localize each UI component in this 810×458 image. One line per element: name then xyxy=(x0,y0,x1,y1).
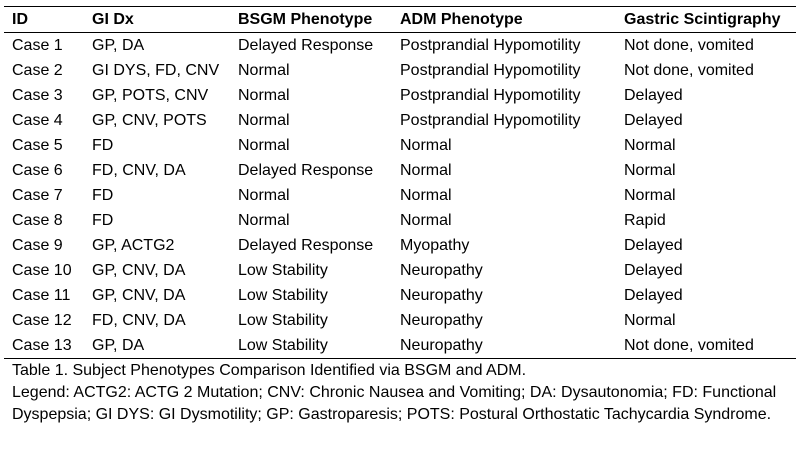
header-adm-phenotype: ADM Phenotype xyxy=(400,11,523,28)
cell-bsgm-phenotype: Normal xyxy=(238,187,290,204)
cell-bsgm-phenotype: Low Stability xyxy=(238,312,328,329)
cell-id: Case 13 xyxy=(12,337,72,354)
caption-title: Table 1. Subject Phenotypes Comparison I… xyxy=(12,362,527,379)
table-row: Case 6 FD, CNV, DA Delayed Response Normal N… xyxy=(4,158,796,183)
table-row: Case 8 FD Normal Normal Rapid xyxy=(4,208,796,233)
cell-gastric-scintigraphy: Normal xyxy=(624,187,676,204)
cell-adm-phenotype: Normal xyxy=(400,212,452,229)
cell-bsgm-phenotype: Normal xyxy=(238,112,290,129)
cell-id: Case 11 xyxy=(12,287,71,304)
cell-id: Case 1 xyxy=(12,37,63,54)
cell-gi-dx: GP, DA xyxy=(92,37,145,54)
caption-legend: Legend: ACTG2: ACTG 2 Mutation; CNV: Chr… xyxy=(12,384,777,423)
cell-gi-dx: GP, CNV, DA xyxy=(92,262,186,279)
cell-id: Case 5 xyxy=(12,137,63,154)
table-row: Case 4 GP, CNV, POTS Normal Postprandial Hy… xyxy=(4,108,796,133)
cell-bsgm-phenotype: Delayed Response xyxy=(238,162,374,179)
table-row: Case 2 GI DYS, FD, CNV Normal Postprandial … xyxy=(4,58,796,83)
table-row: Case 5 FD Normal Normal Normal xyxy=(4,133,796,158)
cell-adm-phenotype: Normal xyxy=(400,162,452,179)
cell-adm-phenotype: Neuropathy xyxy=(400,337,483,354)
cell-bsgm-phenotype: Low Stability xyxy=(238,337,328,354)
cell-gi-dx: FD xyxy=(92,137,114,154)
cell-id: Case 7 xyxy=(12,187,63,204)
cell-bsgm-phenotype: Delayed Response xyxy=(238,237,374,254)
cell-gi-dx: GP, DA xyxy=(92,337,145,354)
cell-adm-phenotype: Postprandial Hypomotility xyxy=(400,37,581,54)
cell-gastric-scintigraphy: Delayed xyxy=(624,87,683,104)
cell-gastric-scintigraphy: Not done, vomited xyxy=(624,37,754,54)
cell-gastric-scintigraphy: Normal xyxy=(624,137,676,154)
cell-gastric-scintigraphy: Delayed xyxy=(624,112,683,129)
cell-gi-dx: GP, CNV, DA xyxy=(92,287,186,304)
cell-adm-phenotype: Neuropathy xyxy=(400,287,483,304)
cell-gi-dx: GI DYS, FD, CNV xyxy=(92,62,220,79)
cell-gi-dx: FD, CNV, DA xyxy=(92,312,186,329)
table-row: Case 10 GP, CNV, DA Low Stability Neuropath… xyxy=(4,258,796,283)
cell-id: Case 9 xyxy=(12,237,63,254)
cell-adm-phenotype: Normal xyxy=(400,137,452,154)
table-row: Case 13 GP, DA Low Stability Neuropathy Not … xyxy=(4,333,796,359)
cell-bsgm-phenotype: Low Stability xyxy=(238,262,328,279)
cell-adm-phenotype: Myopathy xyxy=(400,237,470,254)
cell-adm-phenotype: Postprandial Hypomotility xyxy=(400,62,581,79)
table-row: Case 3 GP, POTS, CNV Normal Postprandial Hy… xyxy=(4,83,796,108)
table-row: Case 9 GP, ACTG2 Delayed Response Myopathy D… xyxy=(4,233,796,258)
cell-adm-phenotype: Postprandial Hypomotility xyxy=(400,87,581,104)
table-header: ID GI Dx BSGM Phenotype ADM Phenotype Ga… xyxy=(4,6,796,33)
header-row: ID GI Dx BSGM Phenotype ADM Phenotype Ga… xyxy=(4,6,796,33)
cell-gi-dx: GP, ACTG2 xyxy=(92,237,175,254)
cell-id: Case 8 xyxy=(12,212,63,229)
cell-id: Case 10 xyxy=(12,262,72,279)
cell-bsgm-phenotype: Delayed Response xyxy=(238,37,374,54)
cell-bsgm-phenotype: Low Stability xyxy=(238,287,328,304)
table-caption: Table 1. Subject Phenotypes Comparison I… xyxy=(4,359,796,426)
cell-bsgm-phenotype: Normal xyxy=(238,137,290,154)
cell-bsgm-phenotype: Normal xyxy=(238,87,290,104)
cell-gastric-scintigraphy: Delayed xyxy=(624,237,683,254)
header-gi-dx: GI Dx xyxy=(92,11,134,28)
cell-adm-phenotype: Neuropathy xyxy=(400,312,483,329)
cell-bsgm-phenotype: Normal xyxy=(238,212,290,229)
table-body: Case 1 GP, DA Delayed Response Postprandial… xyxy=(4,33,796,359)
cell-gastric-scintigraphy: Rapid xyxy=(624,212,666,229)
cell-adm-phenotype: Normal xyxy=(400,187,452,204)
cell-gi-dx: GP, CNV, POTS xyxy=(92,112,207,129)
table-row: Case 12 FD, CNV, DA Low Stability Neuropath… xyxy=(4,308,796,333)
cell-id: Case 3 xyxy=(12,87,63,104)
document: ID GI Dx BSGM Phenotype ADM Phenotype Ga… xyxy=(4,6,796,426)
cell-gastric-scintigraphy: Delayed xyxy=(624,262,683,279)
cell-id: Case 6 xyxy=(12,162,63,179)
table-row: Case 7 FD Normal Normal Normal xyxy=(4,183,796,208)
table-row: Case 11 GP, CNV, DA Low Stability Neuropath… xyxy=(4,283,796,308)
cell-id: Case 4 xyxy=(12,112,63,129)
header-bsgm-phenotype: BSGM Phenotype xyxy=(238,11,373,28)
cell-bsgm-phenotype: Normal xyxy=(238,62,290,79)
cell-adm-phenotype: Neuropathy xyxy=(400,262,483,279)
table-row: Case 1 GP, DA Delayed Response Postprandial… xyxy=(4,33,796,59)
cell-gi-dx: FD xyxy=(92,187,114,204)
header-id: ID xyxy=(12,11,28,28)
cell-gastric-scintigraphy: Normal xyxy=(624,312,676,329)
cell-id: Case 2 xyxy=(12,62,63,79)
cell-adm-phenotype: Postprandial Hypomotility xyxy=(400,112,581,129)
phenotype-table: ID GI Dx BSGM Phenotype ADM Phenotype Ga… xyxy=(4,6,796,359)
cell-gastric-scintigraphy: Normal xyxy=(624,162,676,179)
cell-gi-dx: FD xyxy=(92,212,114,229)
cell-gastric-scintigraphy: Delayed xyxy=(624,287,683,304)
header-gastric-scintigraphy: Gastric Scintigraphy xyxy=(624,11,781,28)
cell-gi-dx: GP, POTS, CNV xyxy=(92,87,209,104)
cell-gastric-scintigraphy: Not done, vomited xyxy=(624,337,754,354)
cell-gastric-scintigraphy: Not done, vomited xyxy=(624,62,754,79)
cell-gi-dx: FD, CNV, DA xyxy=(92,162,186,179)
cell-id: Case 12 xyxy=(12,312,72,329)
